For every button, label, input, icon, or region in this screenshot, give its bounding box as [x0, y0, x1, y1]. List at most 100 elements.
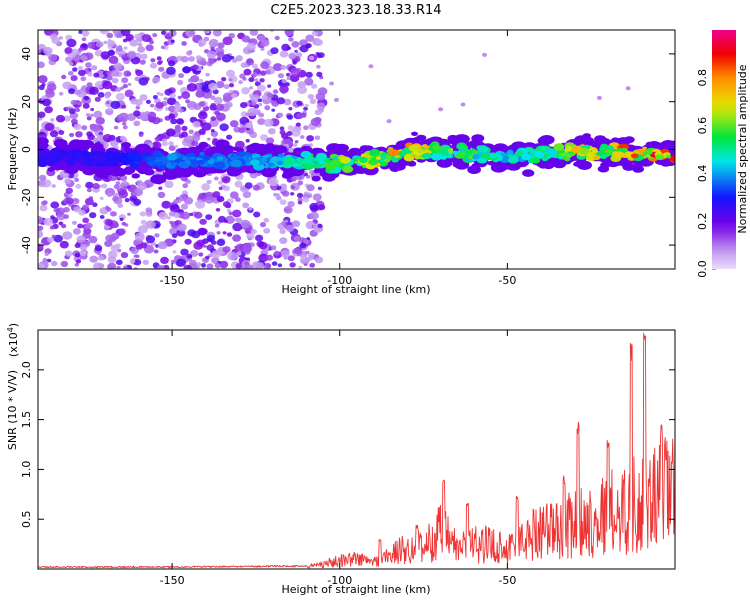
noise-blob — [240, 102, 248, 109]
ridge-peak-blob — [339, 156, 351, 164]
noise-blob — [273, 63, 283, 72]
noise-blob — [68, 71, 74, 76]
noise-blob — [226, 134, 233, 140]
noise-blob — [232, 209, 242, 218]
noise-blob — [296, 113, 304, 119]
noise-blob — [150, 58, 156, 63]
snr-x-label: Height of straight line (km) — [281, 583, 430, 596]
noise-blob — [73, 123, 82, 130]
ridge-peak-blob — [446, 153, 454, 159]
noise-blob — [625, 86, 631, 91]
noise-blob — [242, 202, 250, 209]
noise-blob — [55, 207, 66, 215]
noise-blob — [167, 60, 176, 67]
noise-blob — [177, 223, 187, 232]
noise-blob — [235, 263, 243, 269]
noise-blob — [265, 263, 272, 269]
noise-blob — [276, 193, 280, 197]
noise-blob — [293, 253, 298, 257]
noise-blob — [245, 112, 250, 117]
noise-blob — [122, 121, 127, 126]
ridge-peak-blob — [592, 155, 601, 161]
noise-blob — [273, 192, 278, 197]
noise-blob — [130, 56, 141, 65]
noise-blob — [152, 76, 161, 84]
ridge-peak-blob — [202, 162, 209, 167]
noise-blob — [125, 34, 134, 41]
noise-blob — [259, 78, 265, 83]
noise-blob — [168, 99, 176, 105]
noise-blob — [77, 65, 84, 71]
noise-blob — [245, 138, 250, 143]
noise-blob — [260, 70, 267, 76]
ridge-base-blob — [311, 175, 321, 182]
noise-blob — [306, 135, 314, 142]
noise-blob — [130, 258, 136, 264]
ridge-peak-blob — [642, 146, 647, 150]
noise-blob — [145, 235, 156, 244]
noise-blob — [75, 183, 82, 189]
noise-blob — [134, 232, 145, 241]
noise-blob — [77, 101, 83, 106]
noise-blob — [180, 248, 189, 256]
ridge-peak-blob — [432, 144, 441, 151]
noise-blob — [68, 61, 74, 66]
noise-blob — [168, 105, 176, 112]
noise-blob — [110, 244, 119, 252]
noise-blob — [59, 91, 64, 96]
noise-blob — [180, 203, 189, 210]
noise-blob — [263, 227, 271, 234]
ridge-base-blob — [214, 146, 227, 155]
noise-blob — [42, 258, 48, 262]
noise-blob — [50, 215, 55, 219]
ridge-base-blob — [135, 143, 151, 154]
ridge-peak-blob — [591, 149, 599, 154]
ridge-base-blob — [232, 146, 240, 152]
ridge-peak-blob — [546, 155, 552, 159]
noise-blob — [316, 71, 323, 77]
noise-blob — [50, 118, 55, 122]
ridge-base-blob — [539, 135, 555, 145]
snr-y-tick-label: 2.0 — [20, 361, 33, 379]
noise-blob — [121, 104, 127, 109]
ridge-base-blob — [597, 165, 610, 173]
noise-blob — [64, 178, 72, 185]
noise-blob — [225, 101, 233, 108]
noise-blob — [156, 265, 166, 269]
noise-blob — [223, 178, 228, 182]
noise-blob — [272, 89, 279, 94]
noise-blob — [246, 42, 256, 51]
ridge-peak-blob — [411, 154, 417, 158]
noise-blob — [234, 180, 243, 188]
noise-blob — [222, 201, 231, 208]
noise-blob — [246, 232, 255, 240]
noise-blob — [166, 66, 176, 75]
snr-x-tick-label: -100 — [327, 574, 352, 587]
noise-blob — [171, 233, 178, 239]
ridge-peak-blob — [250, 159, 260, 166]
noise-blob — [260, 134, 268, 141]
noise-blob — [203, 244, 207, 248]
noise-blob — [297, 180, 304, 186]
noise-blob — [59, 240, 69, 249]
ridge-peak-blob — [472, 154, 480, 160]
noise-blob — [63, 115, 71, 122]
noise-blob — [247, 129, 254, 135]
noise-blob — [195, 200, 206, 209]
noise-blob — [51, 260, 58, 267]
noise-blob — [304, 103, 309, 108]
noise-blob — [249, 86, 253, 90]
noise-blob — [296, 192, 304, 198]
noise-blob — [74, 243, 81, 249]
noise-blob — [174, 106, 181, 113]
noise-blob — [253, 211, 261, 218]
noise-blob — [271, 108, 276, 112]
noise-blob — [168, 141, 174, 146]
noise-blob — [149, 103, 155, 108]
noise-blob — [120, 30, 131, 37]
noise-blob — [215, 103, 225, 112]
noise-blob — [218, 180, 223, 185]
noise-blob — [151, 116, 161, 125]
noise-blob — [232, 234, 242, 242]
noise-blob — [44, 252, 49, 257]
